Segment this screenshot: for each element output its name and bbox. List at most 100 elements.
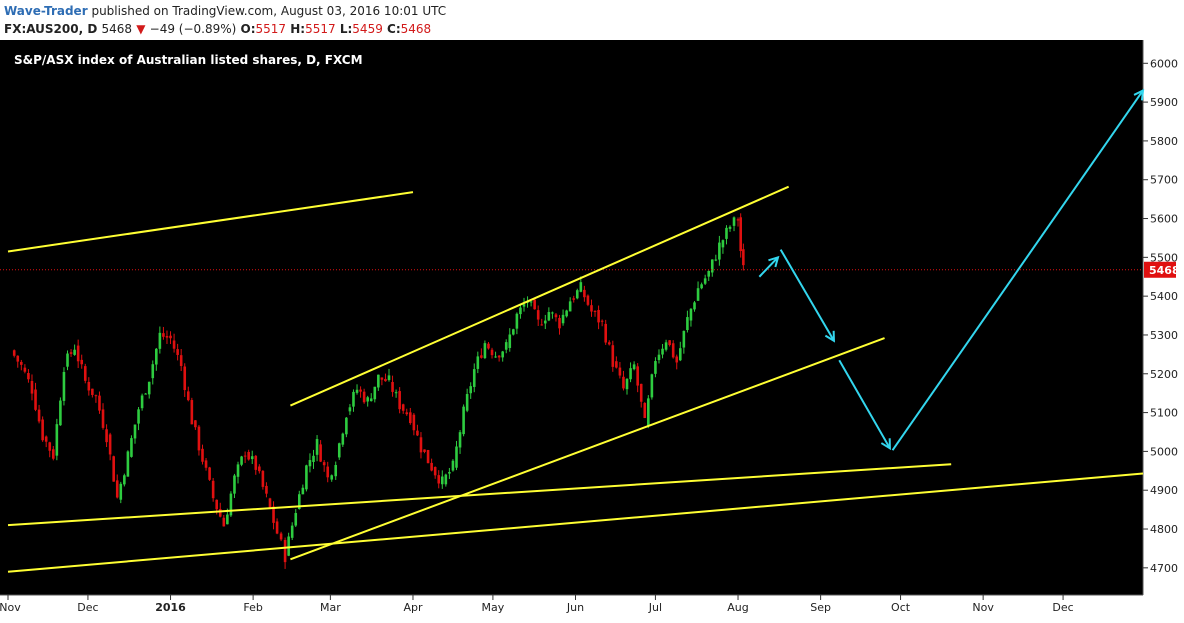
candle-body — [80, 359, 84, 365]
candle-body — [714, 259, 718, 261]
open-value: 5517 — [255, 22, 287, 36]
candle-body — [283, 539, 287, 563]
candle-body — [83, 366, 87, 381]
last-price-badge — [1144, 261, 1176, 278]
candle-body — [73, 349, 76, 355]
candle-body — [130, 438, 133, 457]
candle-body — [315, 439, 319, 455]
candle-body — [229, 493, 233, 516]
projection-line[interactable] — [779, 249, 835, 342]
candle-body — [721, 240, 725, 248]
trendline[interactable] — [290, 185, 790, 407]
candle-body — [597, 309, 600, 323]
candles: 5468 — [0, 213, 1180, 569]
candle-body — [326, 466, 330, 478]
candle-body — [718, 242, 721, 260]
candle-body — [272, 506, 275, 523]
candle-body — [675, 356, 679, 363]
candle-body — [732, 217, 736, 226]
candle-body — [261, 470, 265, 487]
trendline[interactable] — [290, 337, 885, 561]
arrowhead-icon — [880, 438, 891, 451]
candle-body — [707, 270, 711, 277]
candle-body — [497, 355, 501, 358]
projection-line[interactable] — [891, 89, 1144, 451]
candle-body — [554, 314, 558, 318]
price-axis — [1143, 40, 1184, 595]
open-label: O: — [240, 22, 256, 36]
projection-line[interactable] — [838, 359, 891, 449]
candle-body — [268, 498, 272, 509]
candle-body — [51, 449, 55, 459]
y-tick-label: 5800 — [1150, 135, 1178, 148]
candle-body — [643, 402, 647, 418]
candle-body — [290, 525, 294, 538]
candle-body — [515, 313, 519, 329]
trendline[interactable] — [7, 191, 414, 253]
candle-body — [394, 392, 398, 394]
y-tick-label: 5400 — [1150, 290, 1178, 303]
x-ticks: Nov Dec 2016 Feb Mar Apr May Jun Jul Aug Sep Oct Nov… — [0, 595, 1074, 614]
chart-header: Wave-Trader published on TradingView.com… — [0, 0, 1184, 40]
x-tick-label: Feb — [243, 601, 262, 614]
candle-body — [412, 414, 416, 431]
trendline[interactable] — [7, 463, 952, 527]
candle-body — [147, 381, 151, 395]
candle-body — [34, 389, 37, 410]
candle-body — [508, 334, 512, 348]
x-tick-label: Aug — [727, 601, 748, 614]
candle-body — [448, 472, 451, 474]
candle-body — [250, 456, 254, 460]
candle-body — [654, 361, 657, 374]
x-tick-label: Jul — [648, 601, 662, 614]
candle-body — [490, 349, 494, 356]
candle-body — [384, 378, 387, 382]
arrowhead-icon — [768, 255, 780, 268]
candle-body — [348, 407, 352, 412]
high-value: 5517 — [305, 22, 336, 36]
candle-body — [16, 355, 20, 362]
candle-body — [115, 480, 119, 498]
candle-body — [501, 351, 504, 358]
candle-body — [430, 462, 433, 471]
trendline[interactable] — [7, 472, 1144, 573]
candle-body — [728, 226, 732, 229]
candle-body — [686, 317, 689, 331]
candle-body — [703, 278, 707, 284]
candle-body — [126, 451, 130, 477]
author-link[interactable]: Wave-Trader — [4, 4, 88, 18]
candle-body — [322, 462, 326, 466]
candle-body — [151, 364, 155, 379]
candle-body — [377, 374, 380, 388]
candle-body — [522, 304, 526, 307]
candle-body — [275, 521, 279, 534]
candle-body — [689, 308, 693, 321]
candle-body — [27, 373, 30, 380]
x-tick-label: Oct — [891, 601, 911, 614]
candle-body — [661, 348, 664, 355]
candle-body — [693, 302, 696, 310]
candle-body — [308, 460, 312, 467]
candle-body — [682, 330, 686, 348]
published-text: published on TradingView.com, August 03,… — [91, 4, 447, 18]
candle-body — [305, 465, 308, 490]
candle-body — [575, 290, 579, 299]
projection-line[interactable] — [758, 256, 779, 278]
candle-body — [101, 409, 105, 428]
candle-body — [593, 310, 597, 312]
candle-body — [87, 381, 91, 391]
candle-body — [352, 391, 355, 407]
candle-body — [12, 350, 16, 356]
candle-body — [362, 391, 366, 403]
down-arrow-icon: ▼ — [136, 22, 146, 36]
candle-body — [444, 474, 448, 485]
candle-body — [664, 342, 668, 350]
candle-body — [668, 340, 671, 346]
candle-body — [426, 450, 430, 464]
candle-body — [586, 295, 590, 305]
candle-body — [140, 395, 144, 409]
candle-body — [590, 305, 593, 312]
candle-body — [604, 323, 607, 343]
price-chart[interactable]: 5468 4700 4800 4900 5000 5100 5200 5300 5400 550… — [0, 40, 1184, 623]
candle-body — [133, 424, 137, 439]
